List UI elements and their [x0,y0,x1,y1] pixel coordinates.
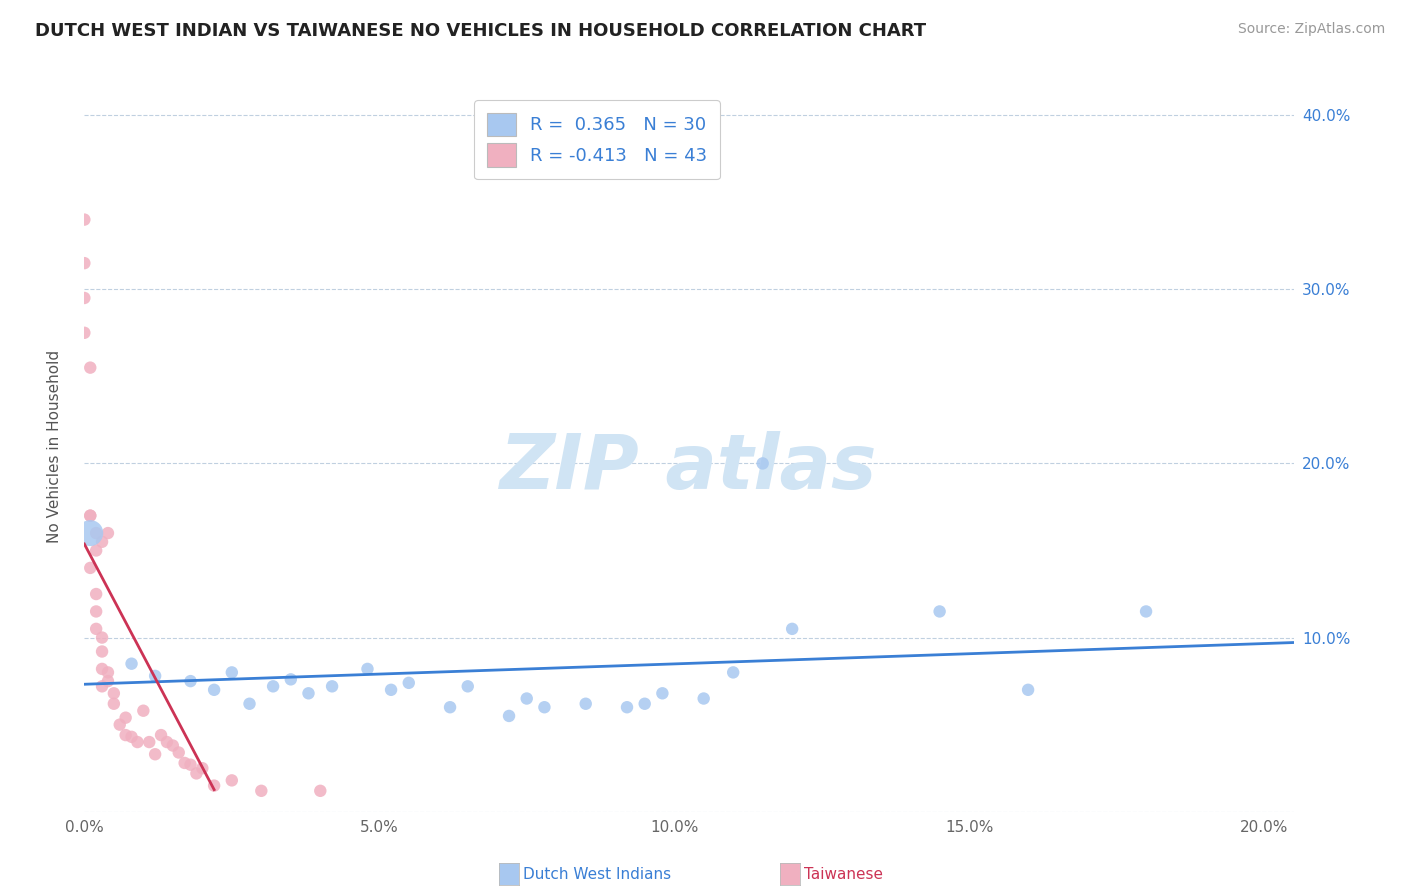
Point [250,784,273,798]
Point [309,784,332,798]
Point [262,679,284,693]
Point [173,756,195,770]
Point [121,657,143,671]
Point [575,697,598,711]
Point [1135,604,1157,618]
Point [186,766,208,780]
Point [84,587,107,601]
Point [121,730,143,744]
Point [780,622,803,636]
Point [84,622,107,636]
Point [91,679,114,693]
Text: Taiwanese: Taiwanese [804,867,883,881]
Point [97,526,120,541]
Point [91,662,114,676]
Point [498,709,520,723]
Point [221,665,243,680]
Point [533,700,555,714]
Point [721,665,744,680]
Point [692,691,714,706]
Point [280,673,302,687]
Point [84,604,107,618]
Point [751,457,773,471]
Point [321,679,343,693]
Point [73,326,96,340]
Point [132,704,155,718]
Point [103,686,125,700]
Point [79,561,101,575]
Point [91,534,114,549]
Y-axis label: No Vehicles in Household: No Vehicles in Household [48,350,62,542]
Point [150,728,173,742]
Text: Source: ZipAtlas.com: Source: ZipAtlas.com [1237,22,1385,37]
Point [238,697,260,711]
Point [457,679,479,693]
Point [103,697,125,711]
Text: ZIP atlas: ZIP atlas [501,431,877,505]
Point [191,761,214,775]
Point [356,662,378,676]
Point [928,604,950,618]
Point [114,728,136,742]
Point [202,682,225,697]
Point [616,700,638,714]
Point [156,735,179,749]
Text: Dutch West Indians: Dutch West Indians [523,867,671,881]
Point [143,747,166,762]
Point [167,746,190,760]
Point [79,508,101,523]
Point [651,686,673,700]
Point [634,697,657,711]
Point [97,674,120,689]
Point [138,735,160,749]
Point [127,735,149,749]
Legend: R =  0.365   N = 30, R = -0.413   N = 43: R = 0.365 N = 30, R = -0.413 N = 43 [474,100,720,179]
Point [91,644,114,658]
Point [202,779,225,793]
Point [143,669,166,683]
Point [439,700,461,714]
Point [114,711,136,725]
Point [84,543,107,558]
Point [91,631,114,645]
Point [79,508,101,523]
Point [516,691,538,706]
Point [380,682,402,697]
Point [73,212,96,227]
Point [180,674,202,689]
Point [1017,682,1039,697]
Point [73,256,96,270]
Point [97,665,120,680]
Point [221,773,243,788]
Point [84,526,107,541]
Point [180,757,202,772]
Point [79,360,101,375]
Point [162,739,184,753]
Point [398,676,420,690]
Point [73,291,96,305]
Point [108,717,131,731]
Point [79,526,101,541]
Point [297,686,319,700]
Text: DUTCH WEST INDIAN VS TAIWANESE NO VEHICLES IN HOUSEHOLD CORRELATION CHART: DUTCH WEST INDIAN VS TAIWANESE NO VEHICL… [35,22,927,40]
